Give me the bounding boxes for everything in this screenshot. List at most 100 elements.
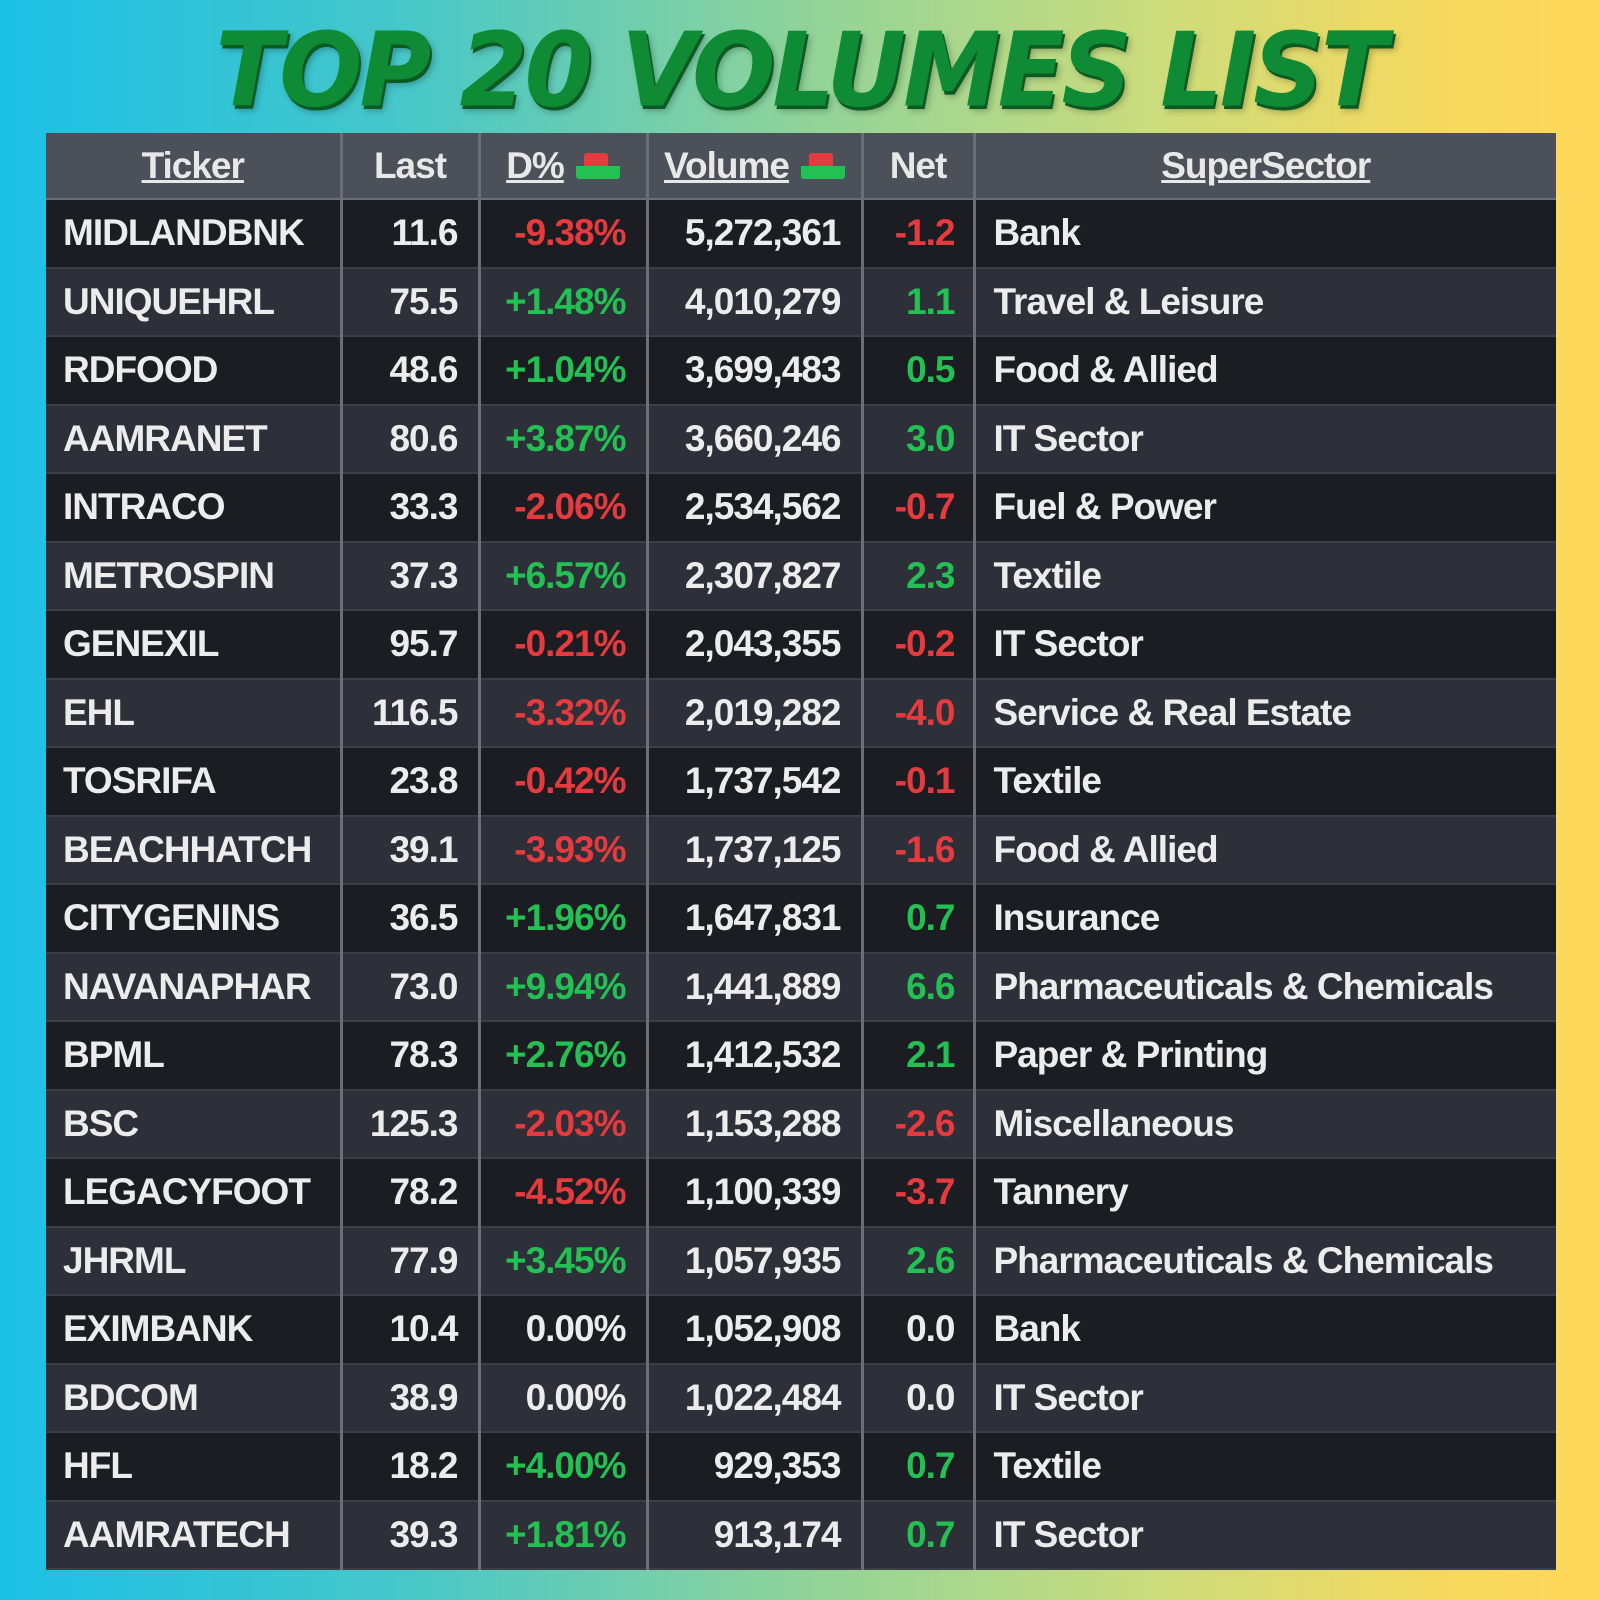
table-row[interactable]: TOSRIFA 23.8 -0.42% 1,737,542 -0.1 Textile bbox=[46, 747, 1556, 817]
ticker-cell: AAMRATECH bbox=[46, 1500, 343, 1570]
ticker-cell: BDCOM bbox=[46, 1363, 343, 1433]
table-row[interactable]: UNIQUEHRL 75.5 +1.48% 4,010,279 1.1 Travel & … bbox=[46, 267, 1556, 337]
table-row[interactable]: BDCOM 38.9 0.00% 1,022,484 0.0 IT Sector bbox=[46, 1363, 1556, 1433]
last-price-cell: 95.7 bbox=[341, 610, 481, 680]
table-row[interactable]: EHL 116.5 -3.32% 2,019,282 -4.0 Service & Rea… bbox=[46, 678, 1556, 748]
sector-cell: Pharmaceuticals & Chemicals bbox=[974, 1226, 1556, 1296]
volume-cell: 1,022,484 bbox=[647, 1363, 864, 1433]
last-price-cell: 10.4 bbox=[341, 1295, 481, 1365]
sector-cell: Fuel & Power bbox=[974, 473, 1556, 543]
change-percent-cell: -4.52% bbox=[479, 1158, 649, 1228]
ticker-cell: AAMRANET bbox=[46, 404, 343, 474]
last-price-cell: 36.5 bbox=[341, 884, 481, 954]
volume-cell: 929,353 bbox=[647, 1432, 864, 1502]
last-price-cell: 18.2 bbox=[341, 1432, 481, 1502]
last-price-cell: 125.3 bbox=[341, 1089, 481, 1159]
volume-cell: 2,043,355 bbox=[647, 610, 864, 680]
table-row[interactable]: BPML 78.3 +2.76% 1,412,532 2.1 Paper & Printi… bbox=[46, 1021, 1556, 1091]
net-change-cell: 6.6 bbox=[862, 952, 976, 1022]
change-percent-cell: -2.06% bbox=[479, 473, 649, 543]
volume-cell: 1,412,532 bbox=[647, 1021, 864, 1091]
change-percent-cell: -3.32% bbox=[479, 678, 649, 748]
net-change-cell: 2.6 bbox=[862, 1226, 976, 1296]
change-percent-cell: +6.57% bbox=[479, 541, 649, 611]
volume-cell: 3,660,246 bbox=[647, 404, 864, 474]
volume-cell: 4,010,279 bbox=[647, 267, 864, 337]
net-change-cell: 0.5 bbox=[862, 336, 976, 406]
volume-cell: 2,534,562 bbox=[647, 473, 864, 543]
header-dpct[interactable]: D% bbox=[479, 133, 649, 200]
table-row[interactable]: BSC 125.3 -2.03% 1,153,288 -2.6 Miscellaneous bbox=[46, 1089, 1556, 1159]
sector-cell: Textile bbox=[974, 747, 1556, 817]
header-sector[interactable]: SuperSector bbox=[974, 133, 1556, 200]
ticker-cell: MIDLANDBNK bbox=[46, 199, 343, 269]
sector-cell: Bank bbox=[974, 199, 1556, 269]
volume-table: Ticker Last D% Volume Net SuperSector MI… bbox=[46, 133, 1556, 1570]
table-body: MIDLANDBNK 11.6 -9.38% 5,272,361 -1.2 Bank UNI… bbox=[46, 199, 1556, 1570]
change-percent-cell: +1.04% bbox=[479, 336, 649, 406]
table-row[interactable]: NAVANAPHAR 73.0 +9.94% 1,441,889 6.6 Pharmace… bbox=[46, 952, 1556, 1022]
table-row[interactable]: RDFOOD 48.6 +1.04% 3,699,483 0.5 Food & Allie… bbox=[46, 336, 1556, 406]
ticker-cell: EXIMBANK bbox=[46, 1295, 343, 1365]
volume-cell: 1,737,542 bbox=[647, 747, 864, 817]
volume-cell: 1,647,831 bbox=[647, 884, 864, 954]
ticker-cell: EHL bbox=[46, 678, 343, 748]
net-change-cell: 0.7 bbox=[862, 1500, 976, 1570]
header-net-label: Net bbox=[889, 144, 948, 186]
last-price-cell: 73.0 bbox=[341, 952, 481, 1022]
table-row[interactable]: AAMRATECH 39.3 +1.81% 913,174 0.7 IT Sector bbox=[46, 1500, 1556, 1570]
table-row[interactable]: CITYGENINS 36.5 +1.96% 1,647,831 0.7 Insuranc… bbox=[46, 884, 1556, 954]
ticker-cell: TOSRIFA bbox=[46, 747, 343, 817]
ticker-cell: JHRML bbox=[46, 1226, 343, 1296]
sector-cell: IT Sector bbox=[974, 404, 1556, 474]
page-title: TOP 20 VOLUMES LIST bbox=[215, 11, 1387, 131]
ticker-cell: HFL bbox=[46, 1432, 343, 1502]
volume-cell: 1,052,908 bbox=[647, 1295, 864, 1365]
volume-cell: 1,737,125 bbox=[647, 815, 864, 885]
table-row[interactable]: BEACHHATCH 39.1 -3.93% 1,737,125 -1.6 Food & … bbox=[46, 815, 1556, 885]
table-row[interactable]: MIDLANDBNK 11.6 -9.38% 5,272,361 -1.2 Bank bbox=[46, 199, 1556, 269]
change-percent-cell: +1.48% bbox=[479, 267, 649, 337]
table-row[interactable]: GENEXIL 95.7 -0.21% 2,043,355 -0.2 IT Sector bbox=[46, 610, 1556, 680]
ticker-cell: BEACHHATCH bbox=[46, 815, 343, 885]
change-percent-cell: +4.00% bbox=[479, 1432, 649, 1502]
last-price-cell: 78.3 bbox=[341, 1021, 481, 1091]
net-change-cell: -0.1 bbox=[862, 747, 976, 817]
table-row[interactable]: METROSPIN 37.3 +6.57% 2,307,827 2.3 Textile bbox=[46, 541, 1556, 611]
table-row[interactable]: INTRACO 33.3 -2.06% 2,534,562 -0.7 Fuel & Pow… bbox=[46, 473, 1556, 543]
header-ticker[interactable]: Ticker bbox=[46, 133, 343, 200]
sector-cell: Pharmaceuticals & Chemicals bbox=[974, 952, 1556, 1022]
last-price-cell: 11.6 bbox=[341, 199, 481, 269]
volume-cell: 3,699,483 bbox=[647, 336, 864, 406]
header-volume[interactable]: Volume bbox=[647, 133, 864, 200]
last-price-cell: 23.8 bbox=[341, 747, 481, 817]
last-price-cell: 116.5 bbox=[341, 678, 481, 748]
net-change-cell: 2.3 bbox=[862, 541, 976, 611]
volume-cell: 913,174 bbox=[647, 1500, 864, 1570]
change-percent-cell: +3.45% bbox=[479, 1226, 649, 1296]
table-row[interactable]: LEGACYFOOT 78.2 -4.52% 1,100,339 -3.7 Tannery bbox=[46, 1158, 1556, 1228]
table-row[interactable]: EXIMBANK 10.4 0.00% 1,052,908 0.0 Bank bbox=[46, 1295, 1556, 1365]
change-percent-cell: -3.93% bbox=[479, 815, 649, 885]
change-percent-cell: +9.94% bbox=[479, 952, 649, 1022]
net-change-cell: 3.0 bbox=[862, 404, 976, 474]
header-last-label: Last bbox=[373, 144, 447, 186]
table-row[interactable]: JHRML 77.9 +3.45% 1,057,935 2.6 Pharmaceutica… bbox=[46, 1226, 1556, 1296]
last-price-cell: 75.5 bbox=[341, 267, 481, 337]
last-price-cell: 39.1 bbox=[341, 815, 481, 885]
ticker-cell: CITYGENINS bbox=[46, 884, 343, 954]
table-row[interactable]: HFL 18.2 +4.00% 929,353 0.7 Textile bbox=[46, 1432, 1556, 1502]
sector-cell: IT Sector bbox=[974, 610, 1556, 680]
sort-indicator-icon[interactable] bbox=[575, 152, 620, 179]
change-percent-cell: -2.03% bbox=[479, 1089, 649, 1159]
net-change-cell: 0.7 bbox=[862, 1432, 976, 1502]
net-change-cell: 0.7 bbox=[862, 884, 976, 954]
net-change-cell: -4.0 bbox=[862, 678, 976, 748]
net-change-cell: -1.2 bbox=[862, 199, 976, 269]
header-net: Net bbox=[862, 133, 976, 200]
sector-cell: Textile bbox=[974, 1432, 1556, 1502]
net-change-cell: 0.0 bbox=[862, 1363, 976, 1433]
sort-indicator-icon[interactable] bbox=[800, 152, 845, 179]
table-row[interactable]: AAMRANET 80.6 +3.87% 3,660,246 3.0 IT Sector bbox=[46, 404, 1556, 474]
last-price-cell: 37.3 bbox=[341, 541, 481, 611]
